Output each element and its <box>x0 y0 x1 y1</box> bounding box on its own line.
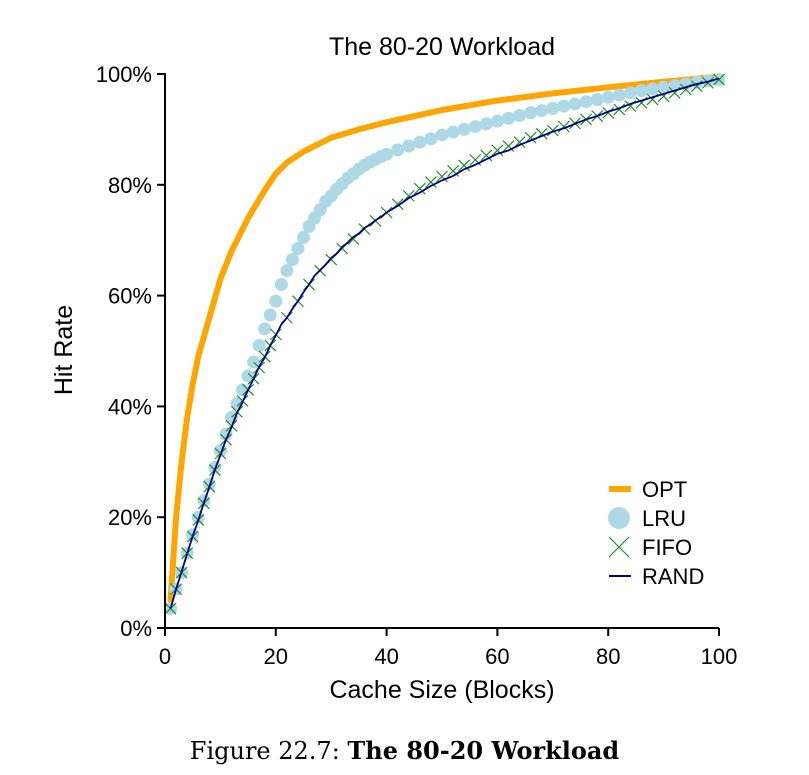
legend-item-fifo: FIFO <box>608 535 692 560</box>
x-tick-label: 40 <box>374 644 398 669</box>
lru-point <box>280 264 294 278</box>
fifo-point <box>458 159 471 172</box>
legend-label: OPT <box>642 477 687 502</box>
series-fifo <box>164 73 725 615</box>
legend-label: FIFO <box>642 535 692 560</box>
lru-point <box>413 135 427 149</box>
y-tick-label: 0% <box>120 616 152 641</box>
legend-item-opt: OPT <box>609 477 687 502</box>
x-tick-label: 0 <box>159 644 171 669</box>
lru-point <box>490 114 504 128</box>
lru-point <box>546 101 560 115</box>
y-tick-label: 100% <box>96 62 152 87</box>
lru-point <box>297 230 310 244</box>
lru-point <box>285 253 299 267</box>
caption-title: The 80-20 Workload <box>347 736 620 765</box>
y-tick-label: 80% <box>108 173 152 198</box>
lru-point <box>274 278 288 292</box>
lru-point <box>612 88 626 102</box>
lru-point <box>535 104 549 118</box>
opt-line <box>167 73 722 604</box>
chart-title: The 80-20 Workload <box>329 33 555 61</box>
lru-point <box>479 117 493 131</box>
lru-point <box>424 132 438 146</box>
legend-item-lru: LRU <box>608 506 686 531</box>
lru-point <box>269 294 283 308</box>
series-opt <box>167 73 722 604</box>
fifo-point <box>436 170 448 183</box>
y-tick-label: 40% <box>108 394 152 419</box>
x-axis-label: Cache Size (Blocks) <box>329 676 554 704</box>
lru-point <box>236 383 250 397</box>
legend-swatch <box>608 536 630 558</box>
lru-point <box>468 120 482 134</box>
fifo-point <box>546 124 559 137</box>
hit-rate-chart: The 80-20 Workload 0 20 40 60 80 100 0% 20% 40%… <box>50 33 737 704</box>
rand-line <box>169 77 720 609</box>
lru-point <box>513 109 527 123</box>
x-tick-label: 80 <box>596 644 620 669</box>
fifo-point <box>424 176 437 188</box>
lru-point <box>258 322 272 336</box>
fifo-point <box>502 140 515 152</box>
fifo-point <box>613 103 626 116</box>
lru-point <box>579 95 593 109</box>
figure-caption: Figure 22.7: The 80-20 Workload <box>0 736 809 765</box>
lru-point <box>380 147 394 161</box>
lru-point <box>601 90 615 104</box>
lru-point <box>446 125 460 139</box>
caption-prefix: Figure 22.7: <box>189 737 340 765</box>
fifo-point <box>713 73 725 86</box>
fifo-point <box>413 182 426 195</box>
lru-point <box>590 92 604 106</box>
lru-point <box>291 242 305 256</box>
series-rand <box>169 77 720 609</box>
lru-point <box>634 84 648 98</box>
fifo-point <box>447 165 460 177</box>
lru-point <box>524 106 538 120</box>
series-layer <box>164 73 726 616</box>
lru-point <box>657 80 671 94</box>
fifo-point <box>491 144 504 157</box>
lru-point <box>646 82 660 96</box>
lru-point <box>457 122 471 136</box>
fifo-point <box>602 106 615 119</box>
legend-label: LRU <box>642 506 686 531</box>
lru-point <box>241 369 255 383</box>
lru-point <box>557 99 571 113</box>
y-tick-label: 60% <box>108 284 152 309</box>
x-tick-label: 60 <box>485 644 509 669</box>
x-tick-label: 100 <box>701 644 738 669</box>
x-ticks: 0 20 40 60 80 100 <box>159 628 737 669</box>
y-ticks: 0% 20% 40% 60% 80% 100% <box>96 62 165 641</box>
lru-point <box>501 111 515 125</box>
x-tick-label: 20 <box>264 644 288 669</box>
legend-label: RAND <box>642 564 704 589</box>
lru-point <box>402 139 416 153</box>
fifo-point <box>402 189 415 202</box>
lru-point <box>435 128 449 142</box>
legend-item-rand: RAND <box>609 564 704 589</box>
y-axis-label: Hit Rate <box>50 305 78 395</box>
legend: OPT LRU FIFO RAND <box>608 477 704 589</box>
legend-swatch <box>608 507 630 529</box>
lru-point <box>252 338 266 352</box>
series-lru <box>164 73 726 616</box>
fifo-point <box>701 76 714 89</box>
lru-point <box>191 510 205 524</box>
y-tick-label: 20% <box>108 505 152 530</box>
lru-point <box>391 143 405 157</box>
lru-point <box>568 97 582 111</box>
lru-point <box>263 308 277 322</box>
fifo-point <box>480 149 493 162</box>
lru-point <box>202 477 216 491</box>
lru-point <box>623 86 637 100</box>
lru-point <box>701 74 715 88</box>
